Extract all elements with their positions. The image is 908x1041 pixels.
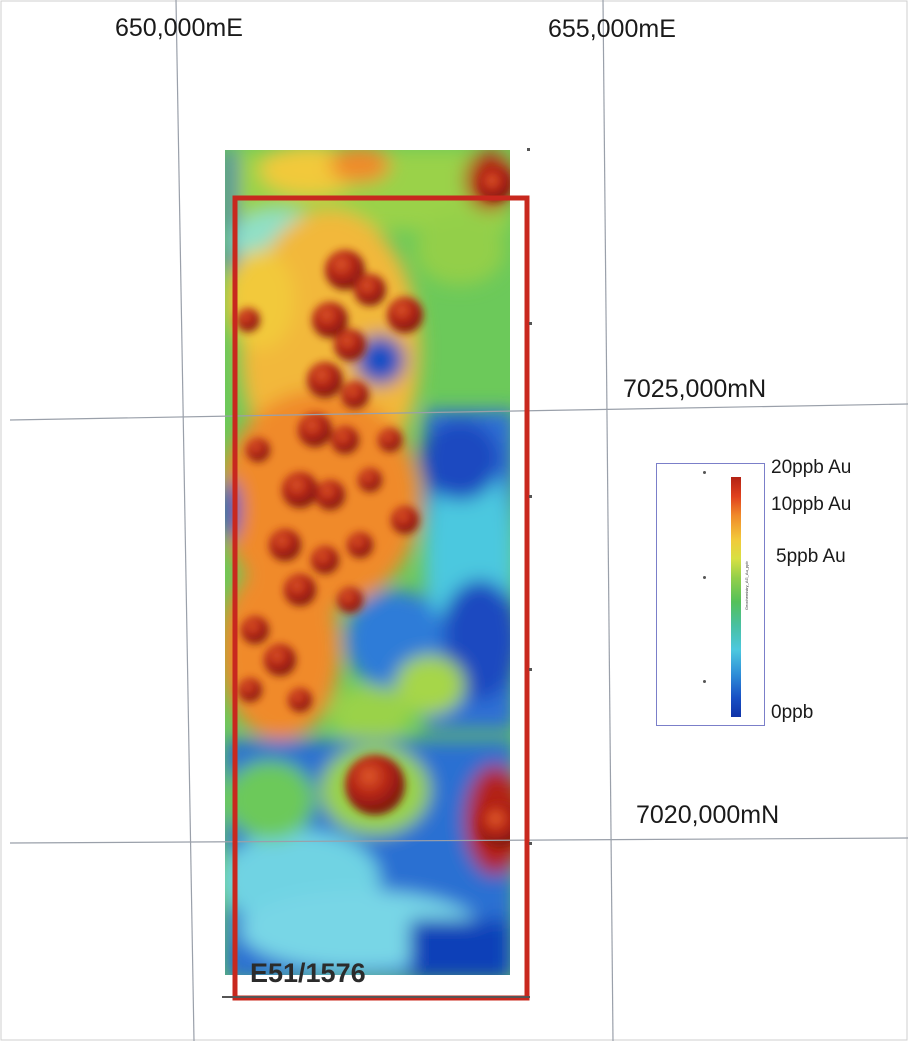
legend-label-0ppb: 0ppb — [771, 702, 814, 723]
legend-box — [656, 463, 765, 726]
legend-label-10ppb: 10ppb Au — [771, 494, 852, 515]
legend-label-20ppb: 20ppb Au — [771, 457, 852, 478]
legend-color-ramp — [731, 477, 741, 717]
easting-label-655000: 655,000mE — [548, 15, 676, 43]
legend-label-5ppb: 5ppb Au — [776, 546, 846, 567]
northing-line-7025000 — [9, 403, 908, 421]
easting-line-655000 — [602, 0, 614, 1041]
tenement-id-label: E51/1576 — [250, 958, 366, 988]
legend-marker — [703, 471, 706, 474]
northing-line-7020000 — [9, 837, 908, 844]
legend-marker — [703, 680, 706, 683]
gold-anomaly-heatmap — [225, 150, 510, 975]
survey-edge-ticks — [222, 148, 532, 998]
northing-label-7020000: 7020,000mN — [636, 801, 780, 829]
coordinate-grid — [9, 0, 908, 1041]
legend-marker — [703, 576, 706, 579]
northing-label-7025000: 7025,000mN — [623, 375, 767, 403]
legend-caption: Geochemistry_AG_Au_ppb — [744, 561, 749, 610]
easting-label-650000: 650,000mE — [115, 14, 243, 42]
easting-line-650000 — [175, 0, 195, 1041]
